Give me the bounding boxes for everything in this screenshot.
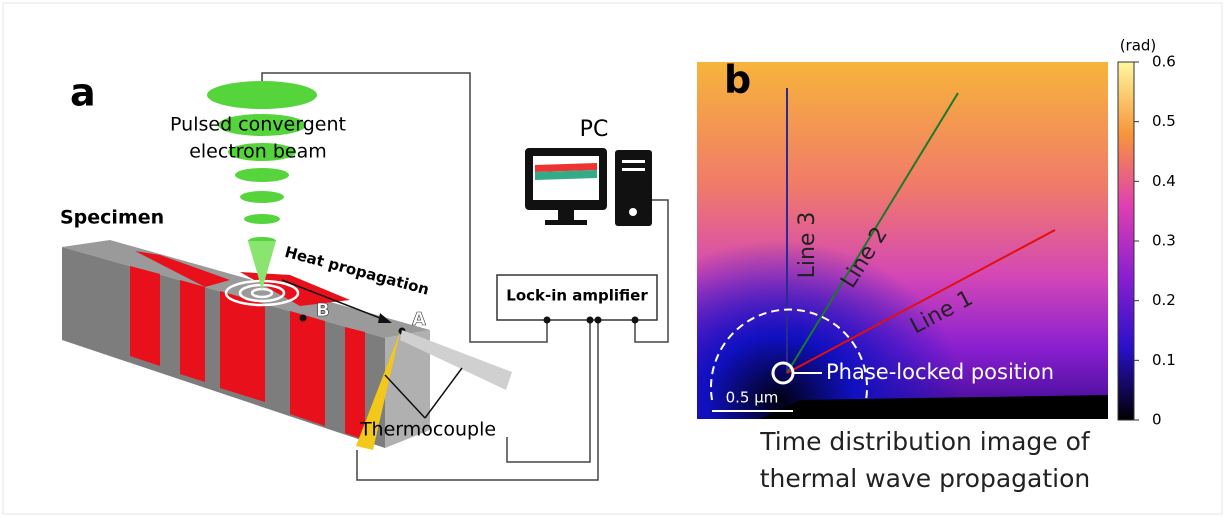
- colorbar: [1118, 62, 1134, 420]
- pc-label: PC: [580, 117, 609, 142]
- point-label: B: [316, 300, 330, 321]
- colorbar-tick-label: 0.5: [1152, 112, 1176, 130]
- position-label: Phase-locked position: [826, 360, 1054, 384]
- panel-letter: a: [70, 71, 96, 115]
- colorbar-tick-label: 0.6: [1152, 53, 1176, 71]
- beam-label: electron beam: [189, 141, 327, 163]
- colorbar-tick-label: 0.4: [1152, 172, 1176, 190]
- colorbar-tick-label: 0.1: [1152, 351, 1176, 369]
- line-label: Line 3: [795, 212, 820, 279]
- lockin-label: Lock-in amplifier: [506, 287, 648, 305]
- caption: Time distribution image of: [759, 427, 1091, 456]
- thermocouple-label: Thermocouple: [359, 419, 496, 441]
- colorbar-tick-label: 0.3: [1152, 232, 1176, 250]
- colorbar-unit: (rad): [1120, 37, 1157, 55]
- caption: thermal wave propagation: [760, 464, 1090, 493]
- specimen-label: Specimen: [60, 207, 164, 229]
- beam-label: Pulsed convergent: [170, 114, 346, 136]
- panel-letter: b: [724, 58, 751, 102]
- figure: a Pulsed convergent electron beam S: [0, 0, 1225, 517]
- point-label: A: [412, 309, 426, 330]
- colorbar-tick-label: 0: [1152, 411, 1162, 429]
- scale-label: 0.5 μm: [726, 389, 779, 407]
- colorbar-tick-label: 0.2: [1152, 291, 1176, 309]
